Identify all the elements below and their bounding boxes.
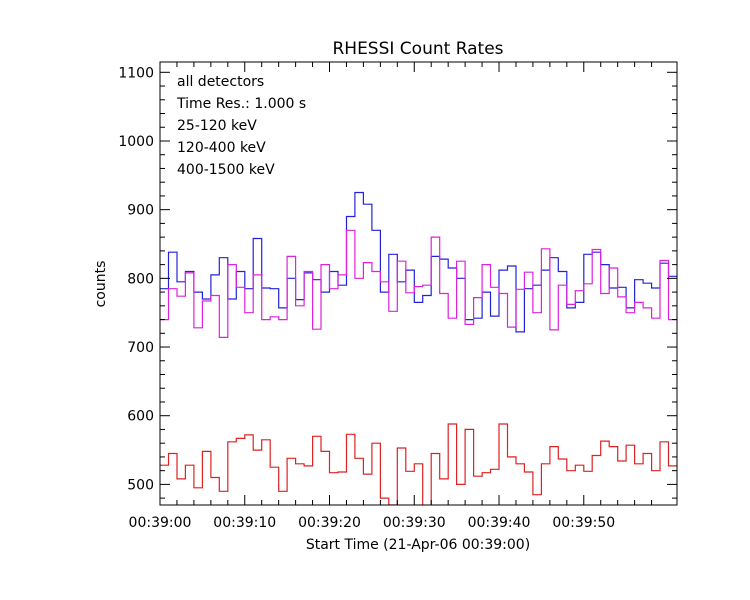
x-tick-label: 00:39:10 [213, 515, 276, 531]
x-tick-label: 00:39:30 [383, 515, 446, 531]
x-axis-label: Start Time (21-Apr-06 00:39:00) [306, 537, 530, 553]
y-tick-label: 500 [127, 477, 154, 493]
series-layer [160, 191, 677, 505]
y-tick-label: 700 [127, 340, 154, 356]
chart-title: RHESSI Count Rates [332, 39, 503, 59]
legend-entry-120-400-kev: 120-400 keV [177, 140, 266, 156]
plot-frame [159, 61, 678, 506]
y-axis-label: counts [93, 261, 109, 308]
y-tick-label: 600 [127, 409, 154, 425]
y-tick-label: 1000 [118, 134, 154, 150]
x-tick-label: 00:39:00 [129, 515, 192, 531]
y-tick-label: 1100 [118, 65, 154, 81]
series-line-120-400-kev [160, 229, 677, 338]
axis-ticks: 500 600 700 800 900 1000 1100 00:39:00 00:39:10 0… [118, 62, 677, 531]
series-line-25-120-kev [160, 191, 677, 333]
legend-entry-400-1500-kev: 400-1500 keV [177, 162, 275, 178]
x-tick-label: 00:39:50 [552, 515, 615, 531]
series-line-400-1500-kev [160, 423, 677, 505]
annotation-detectors: all detectors [177, 74, 264, 90]
x-tick-label: 00:39:40 [468, 515, 531, 531]
x-tick-label: 00:39:20 [298, 515, 361, 531]
y-tick-label: 900 [127, 203, 154, 219]
legend: all detectors Time Res.: 1.000 s 25-120 … [176, 74, 306, 178]
annotation-time-res: Time Res.: 1.000 s [176, 96, 306, 112]
y-tick-label: 800 [127, 271, 154, 287]
legend-entry-25-120-kev: 25-120 keV [177, 118, 257, 134]
